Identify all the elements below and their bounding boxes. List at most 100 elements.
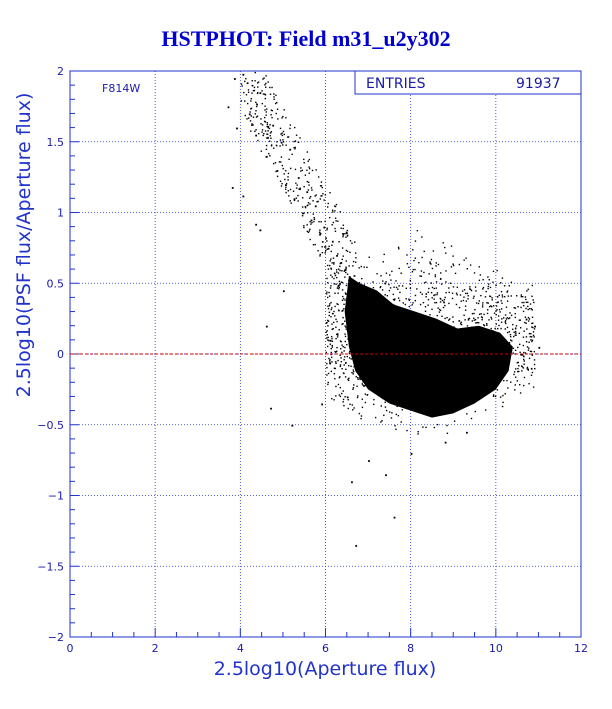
halo-point <box>366 266 368 269</box>
halo-point <box>411 388 414 390</box>
halo-point <box>443 298 446 301</box>
trail-point <box>350 305 352 307</box>
halo-point <box>357 319 359 322</box>
halo-point <box>329 343 331 345</box>
halo-point <box>498 361 501 363</box>
trail-point <box>253 86 256 89</box>
halo-point <box>395 286 398 289</box>
halo-point <box>488 384 491 386</box>
halo-point <box>391 386 394 389</box>
halo-point <box>461 290 464 292</box>
halo-point <box>399 364 402 366</box>
halo-point <box>344 346 346 349</box>
halo-point <box>483 385 485 388</box>
trail-point <box>281 164 284 167</box>
halo-point <box>534 367 536 370</box>
halo-point <box>384 406 387 408</box>
halo-point <box>348 338 350 341</box>
trail-point <box>260 123 262 125</box>
trail-point <box>254 80 256 82</box>
halo-point <box>366 324 368 326</box>
halo-point <box>401 398 403 400</box>
halo-point <box>442 242 444 244</box>
halo-point <box>351 340 353 342</box>
halo-point <box>508 341 511 344</box>
halo-point <box>431 267 434 270</box>
halo-point <box>514 330 517 333</box>
halo-point <box>372 323 374 326</box>
halo-point <box>376 371 378 373</box>
halo-point <box>346 343 348 346</box>
halo-point <box>395 391 397 394</box>
halo-point <box>342 390 344 392</box>
halo-point <box>399 332 401 334</box>
trail-point <box>334 274 337 277</box>
halo-point <box>488 283 490 285</box>
halo-point <box>344 396 346 398</box>
halo-point <box>447 369 449 371</box>
halo-point <box>420 275 423 277</box>
trail-point <box>288 195 290 197</box>
halo-point <box>412 302 414 304</box>
halo-point <box>506 291 508 293</box>
halo-point <box>348 285 350 287</box>
trail-point <box>342 255 344 257</box>
halo-point <box>336 350 338 353</box>
halo-point <box>487 302 489 304</box>
halo-point <box>414 268 416 271</box>
halo-point <box>354 363 356 365</box>
halo-point <box>530 374 533 376</box>
halo-point <box>333 373 336 375</box>
halo-point <box>443 301 445 304</box>
halo-point <box>477 385 479 387</box>
halo-point <box>341 299 344 301</box>
halo-point <box>523 351 525 354</box>
trail-point <box>297 194 299 197</box>
halo-point <box>348 377 350 379</box>
halo-point <box>473 349 475 352</box>
halo-point <box>401 409 403 411</box>
halo-point <box>455 386 457 389</box>
halo-point <box>366 394 369 396</box>
halo-point <box>498 356 501 359</box>
halo-point <box>336 303 338 305</box>
halo-point <box>357 395 359 397</box>
trail-point <box>330 268 333 270</box>
halo-point <box>385 409 388 412</box>
trail-point <box>281 132 283 134</box>
trail-point <box>345 266 347 268</box>
halo-point <box>343 359 345 361</box>
trail-point <box>309 228 311 230</box>
trail-point <box>271 86 273 89</box>
halo-point <box>530 308 533 310</box>
halo-point <box>512 347 515 350</box>
halo-point <box>413 337 416 339</box>
halo-point <box>345 267 347 270</box>
halo-point <box>365 301 367 304</box>
halo-point <box>515 325 518 327</box>
halo-point <box>400 387 403 389</box>
halo-point <box>336 346 338 349</box>
halo-point <box>510 349 513 352</box>
halo-point <box>416 339 419 341</box>
halo-point <box>343 372 345 375</box>
halo-point <box>350 302 353 305</box>
trail-point <box>294 146 296 149</box>
trail-point <box>276 101 278 104</box>
halo-point <box>428 349 431 351</box>
trail-point <box>317 250 319 252</box>
trail-point <box>287 176 289 178</box>
halo-point <box>369 336 371 339</box>
halo-point <box>509 312 511 314</box>
halo-point <box>531 284 533 287</box>
halo-point <box>391 402 393 405</box>
trail-point <box>337 272 340 274</box>
halo-point <box>441 369 444 372</box>
halo-point <box>423 271 425 274</box>
halo-point <box>326 345 329 348</box>
trail-point <box>276 141 278 143</box>
halo-point <box>478 338 481 340</box>
halo-point <box>383 253 385 256</box>
halo-point <box>452 381 455 383</box>
halo-point <box>377 371 379 373</box>
